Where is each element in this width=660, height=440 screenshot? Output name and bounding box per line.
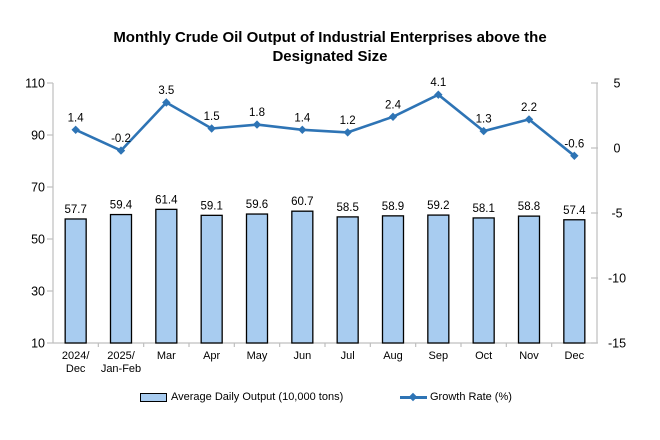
line-marker-diamond <box>71 125 80 134</box>
chart-legend: Average Daily Output (10,000 tons) Growt… <box>0 389 660 405</box>
bar <box>64 218 87 344</box>
left-axis-tick-label: 30 <box>31 285 45 299</box>
left-axis-tick-label: 110 <box>25 77 45 91</box>
left-axis-tick-label: 50 <box>31 233 45 247</box>
legend-item-growth: Growth Rate (%) <box>400 389 512 405</box>
x-axis-category-label: Oct <box>475 350 492 362</box>
x-axis-category-label: Dec <box>66 363 86 375</box>
bar <box>291 210 314 344</box>
legend-item-output: Average Daily Output (10,000 tons) <box>140 389 343 405</box>
line-marker-diamond <box>479 126 488 136</box>
legend-label-growth: Growth Rate (%) <box>430 391 512 403</box>
bar <box>427 214 450 344</box>
bar <box>517 215 541 344</box>
growth-value-label: 3.5 <box>158 85 174 97</box>
x-axis-category-label: Apr <box>203 350 220 362</box>
x-axis-category-label: 2025/ <box>107 350 135 362</box>
x-axis-category-label: Jun <box>293 350 311 362</box>
chart-title: Monthly Crude Oil Output of Industrial E… <box>0 28 660 66</box>
bar <box>245 213 269 344</box>
line-marker-diamond <box>162 98 171 107</box>
bar-value-label: 59.2 <box>427 200 449 212</box>
line-marker-diamond <box>116 146 126 155</box>
right-axis-tick-label: -15 <box>608 337 626 351</box>
line-swatch-icon <box>400 392 427 401</box>
bar-value-label: 61.4 <box>155 194 178 206</box>
growth-value-label: 1.3 <box>476 114 492 126</box>
growth-value-label: 2.4 <box>385 99 402 111</box>
left-axis-tick-label: 70 <box>31 181 45 195</box>
bar-value-label: 60.7 <box>291 196 313 208</box>
growth-value-label: -0.6 <box>564 138 584 150</box>
chart-title-line1: Monthly Crude Oil Output of Industrial E… <box>113 29 547 46</box>
bar-value-label: 58.5 <box>336 202 358 214</box>
line-marker-diamond <box>524 115 534 124</box>
line-marker-diamond <box>207 124 216 133</box>
bar-value-label: 59.6 <box>246 199 268 211</box>
x-axis-category-label: Sep <box>429 350 449 362</box>
bar <box>472 217 495 344</box>
bar-value-label: 57.4 <box>563 205 586 217</box>
left-axis-tick-label: 10 <box>31 337 45 351</box>
line-marker-diamond <box>388 112 398 121</box>
growth-value-label: 1.4 <box>294 112 311 124</box>
line-marker-diamond <box>434 90 443 99</box>
line-marker-diamond <box>570 151 579 160</box>
growth-value-label: 1.2 <box>340 115 356 127</box>
x-axis-category-label: Jan-Feb <box>101 363 141 375</box>
x-axis-category-label: May <box>247 350 268 362</box>
growth-value-label: 1.8 <box>249 107 265 119</box>
right-axis-tick-label: -5 <box>611 207 622 221</box>
bar-value-label: 59.1 <box>200 200 222 212</box>
bar-value-label: 58.1 <box>472 203 494 215</box>
bar-value-label: 57.7 <box>64 204 86 216</box>
legend-label-output: Average Daily Output (10,000 tons) <box>171 391 344 403</box>
bar <box>336 216 359 344</box>
right-axis-tick-label: 5 <box>614 77 621 91</box>
left-axis-tick-label: 90 <box>31 129 45 143</box>
bar <box>381 215 405 344</box>
bar-swatch-icon <box>140 392 167 402</box>
growth-rate-line <box>74 93 576 158</box>
diamond-marker-icon <box>408 392 418 401</box>
x-axis-category-label: 2024/ <box>62 350 90 362</box>
growth-value-label: -0.2 <box>111 133 131 145</box>
chart-title-line2: Designated Size <box>272 48 388 65</box>
x-axis-category-label: Jul <box>341 350 355 362</box>
bar <box>200 214 223 344</box>
x-axis-category-label: Aug <box>383 350 403 362</box>
growth-value-label: 2.2 <box>521 102 537 114</box>
bar-value-label: 58.8 <box>518 201 540 213</box>
x-axis-category-label: Mar <box>157 350 176 362</box>
right-axis-tick-label: -10 <box>608 272 626 286</box>
growth-value-label: 1.4 <box>68 112 85 124</box>
line-marker-diamond <box>298 125 307 134</box>
line-marker-diamond <box>252 120 262 129</box>
growth-value-label: 1.5 <box>204 111 220 123</box>
bar <box>563 219 586 344</box>
x-axis-category-label: Nov <box>519 350 539 362</box>
bar-value-label: 58.9 <box>382 201 404 213</box>
bar-value-label: 59.4 <box>110 200 133 212</box>
x-axis-category-label: Dec <box>565 350 585 362</box>
bar <box>109 213 133 344</box>
growth-value-label: 4.1 <box>430 77 446 89</box>
line-marker-diamond <box>343 128 352 137</box>
right-axis-tick-label: 0 <box>614 142 621 156</box>
bar <box>155 208 178 344</box>
